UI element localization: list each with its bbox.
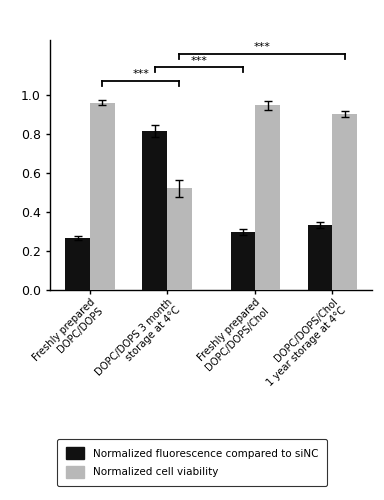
Text: ***: ***	[190, 56, 207, 66]
Bar	[167, 188, 192, 290]
Bar	[308, 224, 333, 290]
Bar	[65, 238, 90, 290]
Bar	[90, 102, 114, 290]
Text: ***: ***	[132, 70, 149, 80]
Text: ***: ***	[253, 42, 270, 52]
Bar	[142, 131, 167, 290]
Bar	[255, 106, 280, 290]
Bar	[231, 232, 255, 290]
Legend: Normalized fluorescence compared to siNC, Normalized cell viability: Normalized fluorescence compared to siNC…	[57, 439, 327, 486]
Bar	[333, 114, 357, 290]
